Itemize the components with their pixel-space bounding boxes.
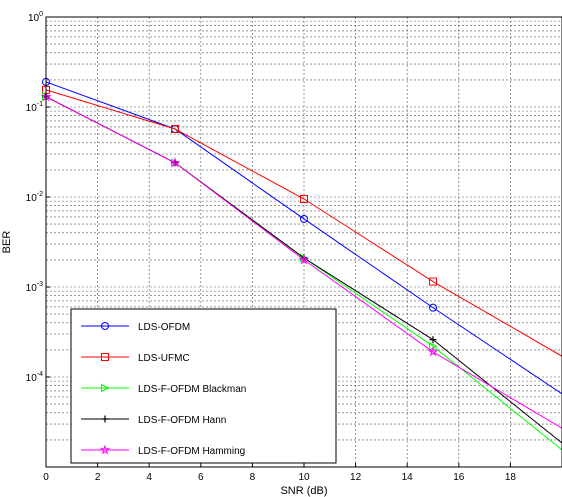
data-point-marker xyxy=(427,346,439,357)
x-tick-label: 16 xyxy=(453,472,465,483)
x-axis-label: SNR (dB) xyxy=(280,485,327,497)
x-tick-label: 6 xyxy=(198,472,204,483)
legend-item: LDS-F-OFDM Hamming xyxy=(81,444,245,457)
x-tick-label: 10 xyxy=(298,472,310,483)
y-tick-label: 100 xyxy=(28,11,43,24)
y-tick-exponent: -3 xyxy=(37,281,43,288)
y-tick-base: 10 xyxy=(26,193,38,204)
y-tick-exponent: 0 xyxy=(39,11,43,18)
data-point-marker xyxy=(429,277,437,286)
x-tick-label: 2 xyxy=(95,472,101,483)
legend: LDS-OFDM LDS-UFMC LDS-F-OFDM Blackman LDS-F… xyxy=(70,308,337,464)
legend-label: LDS-F-OFDM Blackman xyxy=(138,384,246,395)
y-tick-base: 10 xyxy=(26,283,38,294)
series-lds-ufmc xyxy=(42,85,562,357)
legend-marker xyxy=(99,444,111,455)
y-tick-base: 10 xyxy=(28,13,40,24)
legend-label: LDS-F-OFDM Hamming xyxy=(138,446,245,457)
data-point-marker xyxy=(429,336,437,344)
y-axis-label: BER xyxy=(1,231,13,254)
data-point-marker xyxy=(300,214,308,223)
x-tick-label: 14 xyxy=(402,472,414,483)
legend-item: LDS-F-OFDM Blackman xyxy=(81,383,246,395)
legend-marker xyxy=(101,415,109,423)
x-tick-label: 4 xyxy=(146,472,152,483)
legend-label: LDS-UFMC xyxy=(138,353,190,364)
y-tick-label: 10-4 xyxy=(26,371,43,384)
legend-marker xyxy=(101,353,109,361)
x-tick-label: 18 xyxy=(505,472,517,483)
y-tick-label: 10-2 xyxy=(26,191,43,204)
legend-item: LDS-OFDM xyxy=(81,322,190,333)
data-point-marker xyxy=(300,195,308,204)
legend-label: LDS-F-OFDM Hann xyxy=(138,415,226,426)
x-tick-label: 0 xyxy=(43,472,49,483)
y-tick-exponent: -1 xyxy=(37,101,43,108)
legend-marker xyxy=(101,383,110,393)
x-tick-label: 8 xyxy=(250,472,256,483)
legend-item: LDS-UFMC xyxy=(81,353,190,364)
data-point-marker xyxy=(171,124,179,133)
data-point-marker xyxy=(429,303,437,312)
series-line xyxy=(45,89,562,357)
x-tick-label: 12 xyxy=(350,472,362,483)
data-point-marker xyxy=(169,157,181,168)
y-tick-base: 10 xyxy=(26,373,38,384)
series-line xyxy=(45,96,562,429)
y-tick-exponent: -4 xyxy=(37,371,43,378)
series-layer xyxy=(40,77,562,451)
y-tick-label: 10-3 xyxy=(26,281,43,294)
legend-box xyxy=(70,308,337,464)
y-tick-base: 10 xyxy=(26,103,38,114)
data-point-marker xyxy=(298,254,310,265)
legend-item: LDS-F-OFDM Hann xyxy=(81,415,226,426)
y-tick-label: 10-1 xyxy=(26,101,43,114)
y-tick-exponent: -2 xyxy=(37,191,43,198)
legend-marker xyxy=(101,322,109,330)
series-line xyxy=(45,81,562,395)
legend-label: LDS-OFDM xyxy=(138,322,190,333)
